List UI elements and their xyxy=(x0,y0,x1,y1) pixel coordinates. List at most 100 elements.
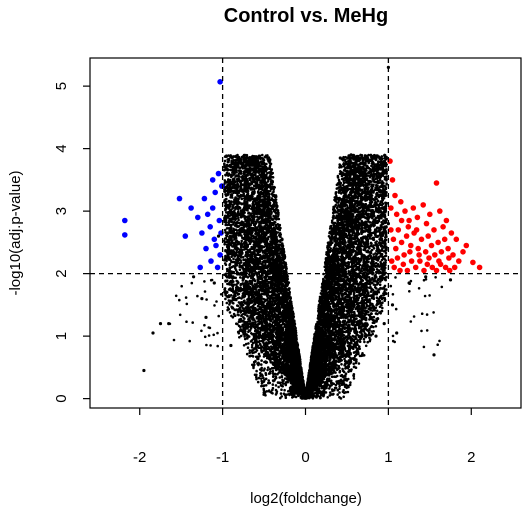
data-point-s1-8 xyxy=(410,205,417,211)
x-tick-label-2: 0 xyxy=(301,449,309,466)
data-point-s2-2 xyxy=(204,315,208,319)
data-point-s1-29 xyxy=(432,252,438,258)
data-point-s1-35 xyxy=(456,258,462,264)
data-point-s0-9 xyxy=(204,211,211,218)
data-point-s1-61 xyxy=(440,224,446,230)
data-point-s1-9 xyxy=(414,214,421,221)
data-point-s1-68 xyxy=(436,258,442,264)
data-point-s2-11 xyxy=(231,306,235,310)
data-point-s2-30 xyxy=(355,340,359,344)
data-point-s1-36 xyxy=(460,249,466,255)
data-point-s1-22 xyxy=(408,242,414,249)
data-point-s1-6 xyxy=(402,208,408,214)
data-point-s0-0 xyxy=(122,217,128,224)
data-point-s2-12 xyxy=(432,353,436,357)
data-point-s2-14 xyxy=(407,281,411,285)
data-point-s1-32 xyxy=(441,236,448,243)
data-point-s2-27 xyxy=(216,234,221,238)
data-point-s1-59 xyxy=(423,220,430,227)
data-point-s2-18 xyxy=(395,331,399,335)
data-point-s1-43 xyxy=(400,261,407,268)
data-point-s1-15 xyxy=(388,227,394,233)
data-point-s1-48 xyxy=(421,267,427,274)
data-point-s2-13 xyxy=(390,303,395,307)
data-point-s2-23 xyxy=(338,156,342,160)
data-point-s1-63 xyxy=(453,236,460,243)
data-point-s1-34 xyxy=(450,252,456,258)
data-point-s1-5 xyxy=(398,199,404,205)
data-point-s0-4 xyxy=(188,205,194,211)
data-point-s0-17 xyxy=(215,170,222,177)
data-point-s1-18 xyxy=(395,227,402,233)
data-point-s1-1 xyxy=(389,177,396,183)
data-point-s0-24 xyxy=(209,177,216,183)
data-point-s1-10 xyxy=(420,202,427,208)
data-point-s0-14 xyxy=(212,189,218,196)
data-point-s1-20 xyxy=(401,252,407,258)
data-point-s1-41 xyxy=(394,255,401,261)
data-point-s1-62 xyxy=(448,230,455,236)
y-tick-label-4: 4 xyxy=(53,144,70,152)
x-tick-label-3: 1 xyxy=(384,449,392,466)
data-point-s1-4 xyxy=(393,211,400,218)
x-axis-label: log2(foldchange) xyxy=(250,490,362,507)
data-point-s0-8 xyxy=(203,245,209,252)
y-tick-label-3: 3 xyxy=(53,207,70,215)
data-point-s0-7 xyxy=(201,195,208,202)
data-point-s1-54 xyxy=(446,267,453,274)
data-point-s1-67 xyxy=(426,255,432,261)
data-point-s1-12 xyxy=(433,180,440,186)
data-point-s1-28 xyxy=(428,242,435,249)
data-point-s1-14 xyxy=(443,217,450,224)
data-point-s0-15 xyxy=(213,242,219,249)
data-point-s0-16 xyxy=(214,264,221,271)
data-point-s1-33 xyxy=(445,245,451,252)
data-point-s1-57 xyxy=(405,224,412,230)
data-point-s1-16 xyxy=(390,236,397,243)
x-tick-label-1: -1 xyxy=(216,449,229,466)
data-point-s1-60 xyxy=(431,227,437,233)
data-point-s0-12 xyxy=(209,205,216,211)
data-point-s1-27 xyxy=(425,233,432,239)
y-tick-label-0: 0 xyxy=(53,394,70,402)
data-point-s1-17 xyxy=(393,245,399,252)
data-point-s0-11 xyxy=(208,258,214,264)
data-point-s1-44 xyxy=(404,267,411,274)
data-point-s2-9 xyxy=(192,275,196,279)
data-point-s0-1 xyxy=(122,232,128,238)
y-tick-label-5: 5 xyxy=(53,82,70,90)
non-significant-points xyxy=(168,153,444,400)
data-point-s1-7 xyxy=(406,217,412,224)
data-point-s0-23 xyxy=(197,264,203,271)
x-tick-label-4: 2 xyxy=(467,449,475,466)
data-point-s1-30 xyxy=(435,239,441,246)
data-point-s1-21 xyxy=(403,233,410,239)
chart-title: Control vs. MeHg xyxy=(224,5,388,27)
data-point-s1-69 xyxy=(446,255,452,261)
data-point-s1-51 xyxy=(433,267,440,274)
data-point-s2-7 xyxy=(225,290,229,294)
data-point-s0-5 xyxy=(195,214,201,221)
data-point-s2-21 xyxy=(258,156,262,160)
y-axis-label: -log10(adj.p-value) xyxy=(7,170,24,295)
data-point-s2-5 xyxy=(167,322,171,326)
x-axis: -2 -1 0 1 2 xyxy=(133,408,475,466)
data-point-s1-42 xyxy=(397,267,403,274)
data-point-s0-18 xyxy=(216,217,223,224)
y-axis: 0 1 2 3 4 5 xyxy=(53,82,90,403)
data-point-s0-21 xyxy=(219,183,225,189)
data-point-s0-3 xyxy=(182,233,189,239)
data-point-s2-0 xyxy=(239,328,243,332)
data-point-s2-10 xyxy=(200,297,204,301)
data-point-s0-6 xyxy=(199,230,205,236)
data-point-s1-66 xyxy=(416,252,422,258)
data-point-s0-22 xyxy=(217,79,223,85)
data-point-s1-47 xyxy=(417,258,423,264)
data-point-s1-2 xyxy=(392,192,398,199)
data-point-s1-13 xyxy=(437,208,443,214)
data-points xyxy=(122,65,483,373)
data-point-s1-40 xyxy=(391,264,398,271)
threshold-lines xyxy=(90,58,521,408)
data-point-s2-1 xyxy=(229,343,233,348)
